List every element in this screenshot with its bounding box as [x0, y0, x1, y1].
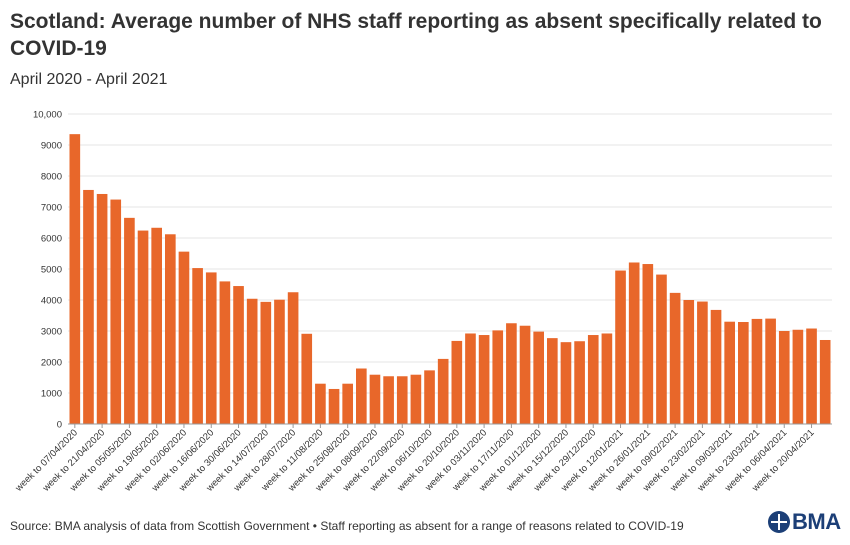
bar: [328, 388, 340, 424]
bar: [806, 328, 817, 424]
bar: [738, 322, 749, 424]
bar: [628, 262, 640, 424]
bar: [151, 227, 162, 424]
bars: [69, 134, 831, 424]
bar: [778, 331, 790, 424]
y-axis: 0 1000 2000 3000 4000 5000 6000 7000 8000 9000 10,…: [33, 110, 62, 431]
bar: [642, 264, 654, 424]
bar: [492, 330, 504, 424]
bar: [506, 323, 517, 424]
bar: [124, 217, 135, 424]
bar: [587, 335, 599, 424]
bar: [110, 199, 122, 424]
bar: [574, 341, 585, 424]
y-tick-label: 4000: [41, 296, 62, 307]
bar: [656, 274, 667, 424]
bar-chart: 0 1000 2000 3000 4000 5000 6000 7000 8000 9000 10,…: [13, 110, 832, 494]
bma-logo-text: BMA: [792, 509, 841, 534]
bar: [560, 342, 572, 424]
bar: [465, 333, 476, 424]
bar: [96, 193, 108, 424]
bar: [233, 286, 244, 424]
bar: [601, 333, 613, 424]
bar: [437, 358, 449, 424]
bar: [669, 292, 681, 424]
y-tick-label: 1000: [41, 389, 62, 400]
bma-logo-icon: [768, 511, 790, 533]
source-footnote: Source: BMA analysis of data from Scotti…: [10, 519, 684, 533]
bar: [246, 298, 258, 424]
bar: [724, 321, 735, 424]
bar: [710, 309, 722, 424]
bar: [819, 339, 831, 424]
bar: [547, 338, 558, 424]
y-tick-label: 3000: [41, 327, 62, 338]
bar: [792, 329, 804, 424]
y-tick-label: 8000: [41, 172, 62, 183]
bar: [383, 376, 394, 424]
bar: [83, 189, 94, 424]
bar: [178, 251, 190, 424]
y-tick-label: 0: [57, 420, 62, 431]
bar: [315, 383, 326, 424]
chart-title: Scotland: Average number of NHS staff re…: [10, 10, 822, 60]
y-tick-label: 9000: [41, 141, 62, 152]
bar: [369, 374, 381, 424]
bar: [219, 281, 231, 424]
chart-subtitle: April 2020 - April 2021: [10, 71, 168, 88]
bar: [396, 376, 408, 424]
bar: [478, 335, 490, 424]
bar: [342, 383, 353, 424]
bar: [424, 370, 435, 424]
bar: [137, 230, 149, 424]
bar: [451, 340, 463, 424]
bar: [683, 300, 695, 424]
bar: [615, 270, 626, 424]
y-tick-label: 6000: [41, 234, 62, 245]
bma-logo: BMA: [768, 509, 841, 535]
bar: [69, 134, 81, 424]
bar: [165, 234, 176, 424]
bar: [765, 318, 776, 424]
y-tick-label: 7000: [41, 203, 62, 214]
bar: [533, 331, 544, 424]
bar: [260, 301, 272, 424]
bar: [301, 333, 313, 424]
bar: [205, 272, 217, 424]
bar: [274, 299, 285, 424]
bar: [192, 268, 203, 424]
bar: [356, 368, 367, 424]
bar: [697, 301, 708, 424]
y-tick-label: 10,000: [33, 110, 62, 121]
bar: [519, 325, 531, 424]
bar: [751, 318, 763, 424]
bar: [287, 292, 299, 424]
y-tick-label: 5000: [41, 265, 62, 276]
y-tick-label: 2000: [41, 358, 62, 369]
bar: [410, 374, 422, 424]
